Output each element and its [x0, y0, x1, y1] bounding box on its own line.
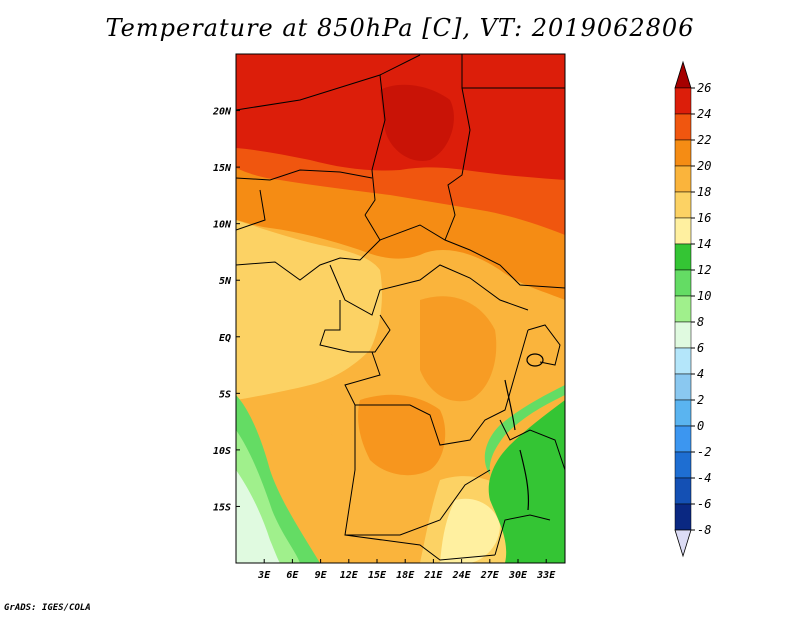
- lat-tick-label: 15N: [213, 163, 232, 174]
- colorbar-swatch: [674, 477, 692, 505]
- colorbar-swatch: [674, 243, 692, 271]
- lon-tick-label: 9E: [315, 570, 328, 581]
- map-title: Temperature at 850hPa [C], VT: 201906280…: [105, 14, 695, 42]
- lakes: [504, 353, 544, 511]
- colorbar-swatch: [674, 217, 692, 245]
- colorbar-swatch: [674, 191, 692, 219]
- band-8-west: [236, 470, 280, 563]
- colorbar-level-label: 18: [697, 185, 711, 199]
- colorbar-swatch: [674, 399, 692, 427]
- colorbar-swatch: [674, 451, 692, 479]
- colorbar-level-label: -4: [697, 471, 711, 485]
- colorbar-swatch: [674, 295, 692, 323]
- colorbar-level-label: 0: [697, 419, 704, 433]
- lon-tick-label: 6E: [286, 570, 299, 581]
- lon-tick-label: 24E: [452, 570, 472, 581]
- colorbar-swatch: [674, 529, 692, 558]
- lat-tick-label: 15S: [213, 502, 231, 513]
- colorbar-level-label: -8: [697, 523, 711, 537]
- band-26: [380, 84, 454, 161]
- colorbar-level-label: -6: [697, 497, 711, 511]
- band-10-east: [484, 385, 565, 475]
- colorbar-swatch: [674, 347, 692, 375]
- colorbar-swatch: [674, 269, 692, 297]
- lon-tick-label: 30E: [508, 570, 528, 581]
- colorbar-level-label: -2: [697, 445, 711, 459]
- colorbar-level-label: 10: [697, 289, 711, 303]
- colorbar-level-label: 20: [697, 159, 711, 173]
- lat-tick-label: 10S: [213, 446, 231, 457]
- lat-tick-label: EQ: [219, 333, 231, 344]
- colorbar-level-label: 8: [697, 315, 704, 329]
- colorbar-level-label: 26: [697, 81, 711, 95]
- colorbar-level-label: 6: [697, 341, 704, 355]
- band-24: [236, 54, 565, 180]
- colorbar-swatch: [674, 139, 692, 167]
- lon-tick-label: 27E: [480, 570, 500, 581]
- colorbar-level-label: 14: [697, 237, 711, 251]
- colorbar-swatch: [674, 321, 692, 349]
- temperature-field: [236, 54, 565, 563]
- colorbar-level-label: 12: [697, 263, 711, 277]
- country-borders: [236, 54, 565, 561]
- colorbar-level-label: 22: [697, 133, 711, 147]
- colorbar-swatch: [674, 165, 692, 193]
- lat-tick-label: 10N: [213, 220, 232, 231]
- band-20-central: [358, 394, 446, 476]
- colorbar-level-label: 16: [697, 211, 711, 225]
- grads-credit: GrADS: IGES/COLA: [4, 603, 91, 613]
- band-14-south: [440, 498, 500, 563]
- colorbar-swatch: [674, 60, 692, 89]
- map-frame: [235, 53, 566, 564]
- colorbar-swatch: [674, 87, 692, 115]
- colorbar-swatch: [674, 113, 692, 141]
- colorbar-swatch: [674, 503, 692, 531]
- band-16-west: [236, 220, 382, 400]
- lat-tick-label: 20N: [212, 107, 232, 118]
- lon-tick-label: 15E: [368, 570, 387, 581]
- band-20-east: [420, 296, 497, 402]
- lon-tick-label: 18E: [396, 570, 415, 581]
- lon-tick-label: 21E: [423, 570, 443, 581]
- lon-tick-label: 33E: [536, 570, 556, 581]
- colorbar-level-label: 24: [697, 107, 711, 121]
- lat-tick-label: 5S: [219, 389, 231, 400]
- colorbar-level-label: 2: [697, 393, 704, 407]
- colorbar-swatch: [674, 425, 692, 453]
- lon-tick-label: 12E: [340, 570, 359, 581]
- colorbar-swatch: [674, 373, 692, 401]
- lat-tick-label: 5N: [219, 276, 232, 287]
- lon-tick-label: 3E: [257, 570, 271, 581]
- colorbar-level-label: 4: [697, 367, 704, 381]
